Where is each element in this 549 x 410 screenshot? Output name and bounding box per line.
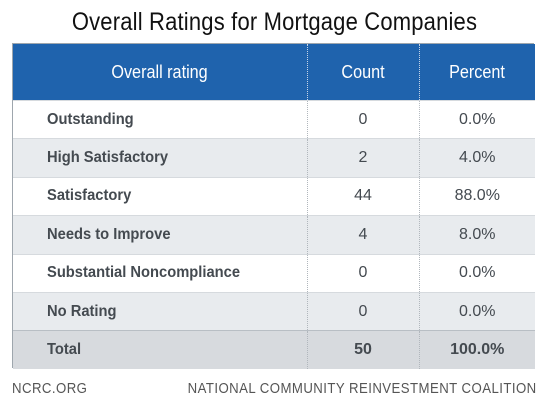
- rating-cell: High Satisfactory: [13, 138, 308, 178]
- table-row: Satisfactory 44 88.0%: [13, 176, 535, 216]
- header-percent: Percent: [419, 44, 535, 101]
- count-cell: 0: [307, 99, 420, 139]
- total-count: 50: [307, 330, 420, 369]
- rating-cell: Satisfactory: [13, 176, 308, 216]
- rating-cell: No Rating: [13, 291, 308, 331]
- table-row: High Satisfactory 2 4.0%: [13, 138, 535, 178]
- percent-cell: 0.0%: [419, 253, 535, 293]
- percent-cell: 0.0%: [419, 99, 535, 139]
- header-overall-rating: Overall rating: [13, 44, 308, 101]
- footer-organization: NATIONAL COMMUNITY REINVESTMENT COALITIO…: [187, 380, 537, 397]
- percent-cell: 8.0%: [419, 215, 535, 255]
- table-row: No Rating 0 0.0%: [13, 291, 535, 331]
- percent-cell: 4.0%: [419, 138, 535, 178]
- page-title: Overall Ratings for Mortgage Companies: [71, 8, 478, 36]
- count-cell: 2: [307, 138, 420, 178]
- percent-cell: 0.0%: [419, 291, 535, 331]
- count-cell: 0: [307, 253, 420, 293]
- ratings-table: Overall rating Count Percent Outstanding…: [12, 43, 535, 369]
- count-cell: 44: [307, 176, 420, 216]
- header-count: Count: [307, 44, 420, 101]
- count-cell: 4: [307, 215, 420, 255]
- table-row: Needs to Improve 4 8.0%: [13, 215, 535, 255]
- rating-cell: Substantial Noncompliance: [13, 253, 308, 293]
- rating-cell: Outstanding: [13, 99, 308, 139]
- table-header-row: Overall rating Count Percent: [13, 44, 535, 101]
- count-cell: 0: [307, 291, 420, 331]
- total-row: Total 50 100.0%: [13, 330, 535, 369]
- footer-site: NCRC.ORG: [12, 380, 88, 397]
- percent-cell: 88.0%: [419, 176, 535, 216]
- table-row: Substantial Noncompliance 0 0.0%: [13, 253, 535, 293]
- rating-cell: Needs to Improve: [13, 215, 308, 255]
- total-label: Total: [13, 330, 308, 369]
- table-row: Outstanding 0 0.0%: [13, 99, 535, 139]
- total-percent: 100.0%: [419, 330, 535, 369]
